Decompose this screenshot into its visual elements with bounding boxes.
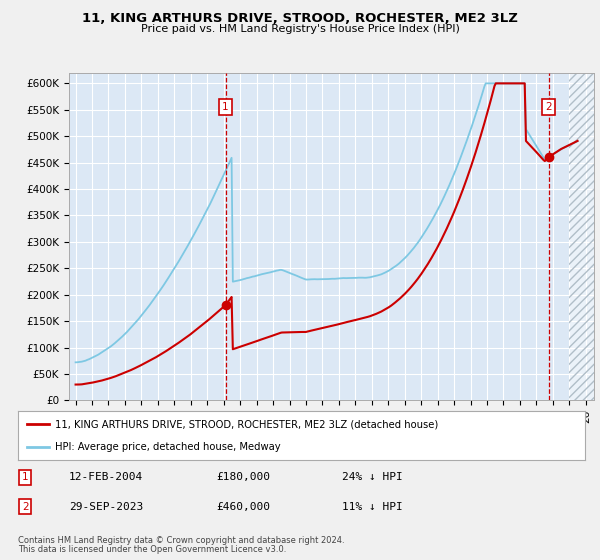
Text: 2: 2: [22, 502, 29, 512]
Text: £460,000: £460,000: [216, 502, 270, 512]
Bar: [569, 73, 594, 400]
Text: 11% ↓ HPI: 11% ↓ HPI: [342, 502, 403, 512]
Text: £180,000: £180,000: [216, 472, 270, 482]
Bar: [569, 73, 594, 400]
Text: 12-FEB-2004: 12-FEB-2004: [69, 472, 143, 482]
Text: 29-SEP-2023: 29-SEP-2023: [69, 502, 143, 512]
Text: HPI: Average price, detached house, Medway: HPI: Average price, detached house, Medw…: [55, 442, 280, 452]
Text: 11, KING ARTHURS DRIVE, STROOD, ROCHESTER, ME2 3LZ (detached house): 11, KING ARTHURS DRIVE, STROOD, ROCHESTE…: [55, 419, 438, 430]
Text: 1: 1: [22, 472, 29, 482]
Text: 2: 2: [545, 102, 552, 112]
Text: 11, KING ARTHURS DRIVE, STROOD, ROCHESTER, ME2 3LZ: 11, KING ARTHURS DRIVE, STROOD, ROCHESTE…: [82, 12, 518, 25]
Text: 1: 1: [222, 102, 229, 112]
Text: Contains HM Land Registry data © Crown copyright and database right 2024.: Contains HM Land Registry data © Crown c…: [18, 536, 344, 545]
Text: Price paid vs. HM Land Registry's House Price Index (HPI): Price paid vs. HM Land Registry's House …: [140, 24, 460, 34]
Text: 24% ↓ HPI: 24% ↓ HPI: [342, 472, 403, 482]
Text: This data is licensed under the Open Government Licence v3.0.: This data is licensed under the Open Gov…: [18, 545, 286, 554]
